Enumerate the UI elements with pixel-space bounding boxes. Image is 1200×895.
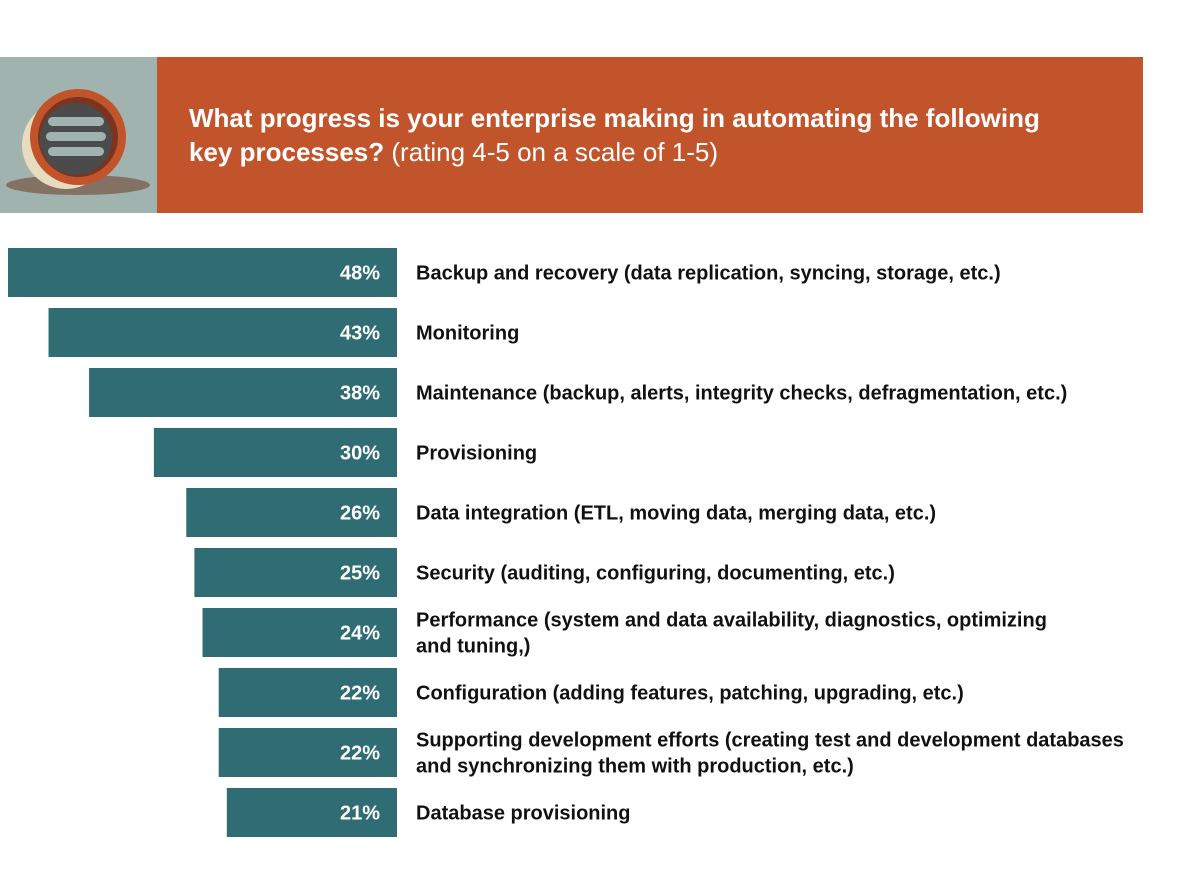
category-label-line: Backup and recovery (data replication, s… [416, 263, 1001, 285]
bar-value-label: 24% [340, 623, 380, 645]
header-banner: What progress is your enterprise making … [157, 57, 1143, 213]
bar-row: 30% Provisioning [153, 428, 537, 477]
category-label-line: Database provisioning [416, 803, 631, 825]
bar-row: 26% Data integration (ETL, moving data, m… [186, 488, 936, 537]
bar-value-label: 21% [340, 803, 380, 825]
category-label: Database provisioning [416, 803, 631, 825]
bar [8, 248, 397, 297]
chart-title: What progress is your enterprise making … [189, 101, 1089, 169]
bar-chart: 48% Backup and recovery (data replication… [8, 248, 1124, 837]
bar [89, 368, 398, 417]
bar-value-label: 25% [340, 563, 380, 585]
bar-row: 22% Supporting development efforts (creat… [218, 728, 1124, 778]
category-label-line: and tuning,) [416, 636, 530, 658]
header-icon-panel [0, 57, 157, 213]
bar-row: 24% Performance (system and data availabi… [202, 608, 1047, 658]
category-label: Supporting development efforts (creating… [416, 730, 1124, 778]
bar [226, 788, 397, 837]
bar [48, 308, 397, 357]
bar [218, 728, 397, 777]
bar-row: 43% Monitoring [48, 308, 519, 357]
category-label-line: Maintenance (backup, alerts, integrity c… [416, 383, 1067, 405]
category-label-line: Provisioning [416, 443, 537, 465]
category-label-line: Security (auditing, configuring, documen… [416, 563, 895, 585]
bar-value-label: 38% [340, 383, 380, 405]
category-label: Provisioning [416, 443, 537, 465]
bar-row: 22% Configuration (adding features, patch… [218, 668, 964, 717]
category-label: Backup and recovery (data replication, s… [416, 263, 1001, 285]
bar [194, 548, 397, 597]
category-label-line: Data integration (ETL, moving data, merg… [416, 503, 936, 525]
bar-value-label: 48% [340, 263, 380, 285]
bar-row: 38% Maintenance (backup, alerts, integrit… [89, 368, 1067, 417]
chart-title-subtitle: (rating 4-5 on a scale of 1-5) [391, 137, 718, 167]
bar-value-label: 22% [340, 743, 380, 765]
bar-value-label: 43% [340, 323, 380, 345]
bar [186, 488, 397, 537]
category-label: Performance (system and data availabilit… [416, 610, 1047, 658]
chart-title-main: What progress is your enterprise making … [189, 103, 1040, 167]
bar [153, 428, 397, 477]
category-label: Security (auditing, configuring, documen… [416, 563, 895, 585]
category-label: Configuration (adding features, patching… [416, 683, 964, 705]
bar-row: 21% Database provisioning [226, 788, 631, 837]
category-label: Data integration (ETL, moving data, merg… [416, 503, 936, 525]
bar-value-label: 26% [340, 503, 380, 525]
bar [202, 608, 397, 657]
category-label-line: Supporting development efforts (creating… [416, 730, 1124, 752]
bar-row: 48% Backup and recovery (data replication… [8, 248, 1001, 297]
bar-value-label: 30% [340, 443, 380, 465]
bar [218, 668, 397, 717]
category-label-line: Monitoring [416, 323, 519, 345]
bar-value-label: 22% [340, 683, 380, 705]
database-icon [6, 89, 150, 195]
category-label: Monitoring [416, 323, 519, 345]
category-label: Maintenance (backup, alerts, integrity c… [416, 383, 1067, 405]
bar-row: 25% Security (auditing, configuring, docu… [194, 548, 895, 597]
category-label-line: and synchronizing them with production, … [416, 756, 854, 778]
category-label-line: Performance (system and data availabilit… [416, 610, 1047, 632]
category-label-line: Configuration (adding features, patching… [416, 683, 964, 705]
